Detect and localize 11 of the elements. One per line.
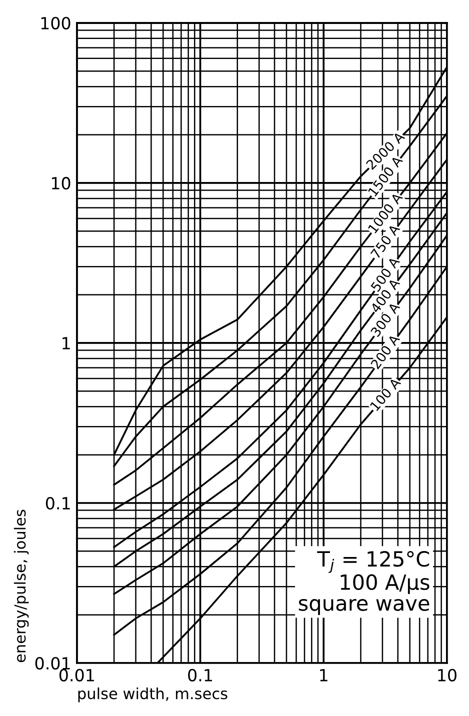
y-tick-label: 10 — [52, 176, 70, 190]
x-tick-label: 10 — [438, 668, 456, 682]
annotation: T$_{j}$ = 125°C 100 A/µs square wave — [298, 551, 430, 616]
y-axis-title: energy/pulse, joules — [14, 510, 29, 662]
x-axis-title: pulse width, m.secs — [78, 687, 228, 702]
x-tick-label: 1 — [320, 669, 328, 682]
y-tick-label: 1 — [62, 337, 70, 350]
x-tick-label: 0.1 — [188, 668, 212, 682]
y-tick-label: 0.01 — [35, 656, 70, 670]
y-tick-label: 0.1 — [46, 496, 70, 510]
y-tick-label: 100 — [41, 16, 70, 30]
